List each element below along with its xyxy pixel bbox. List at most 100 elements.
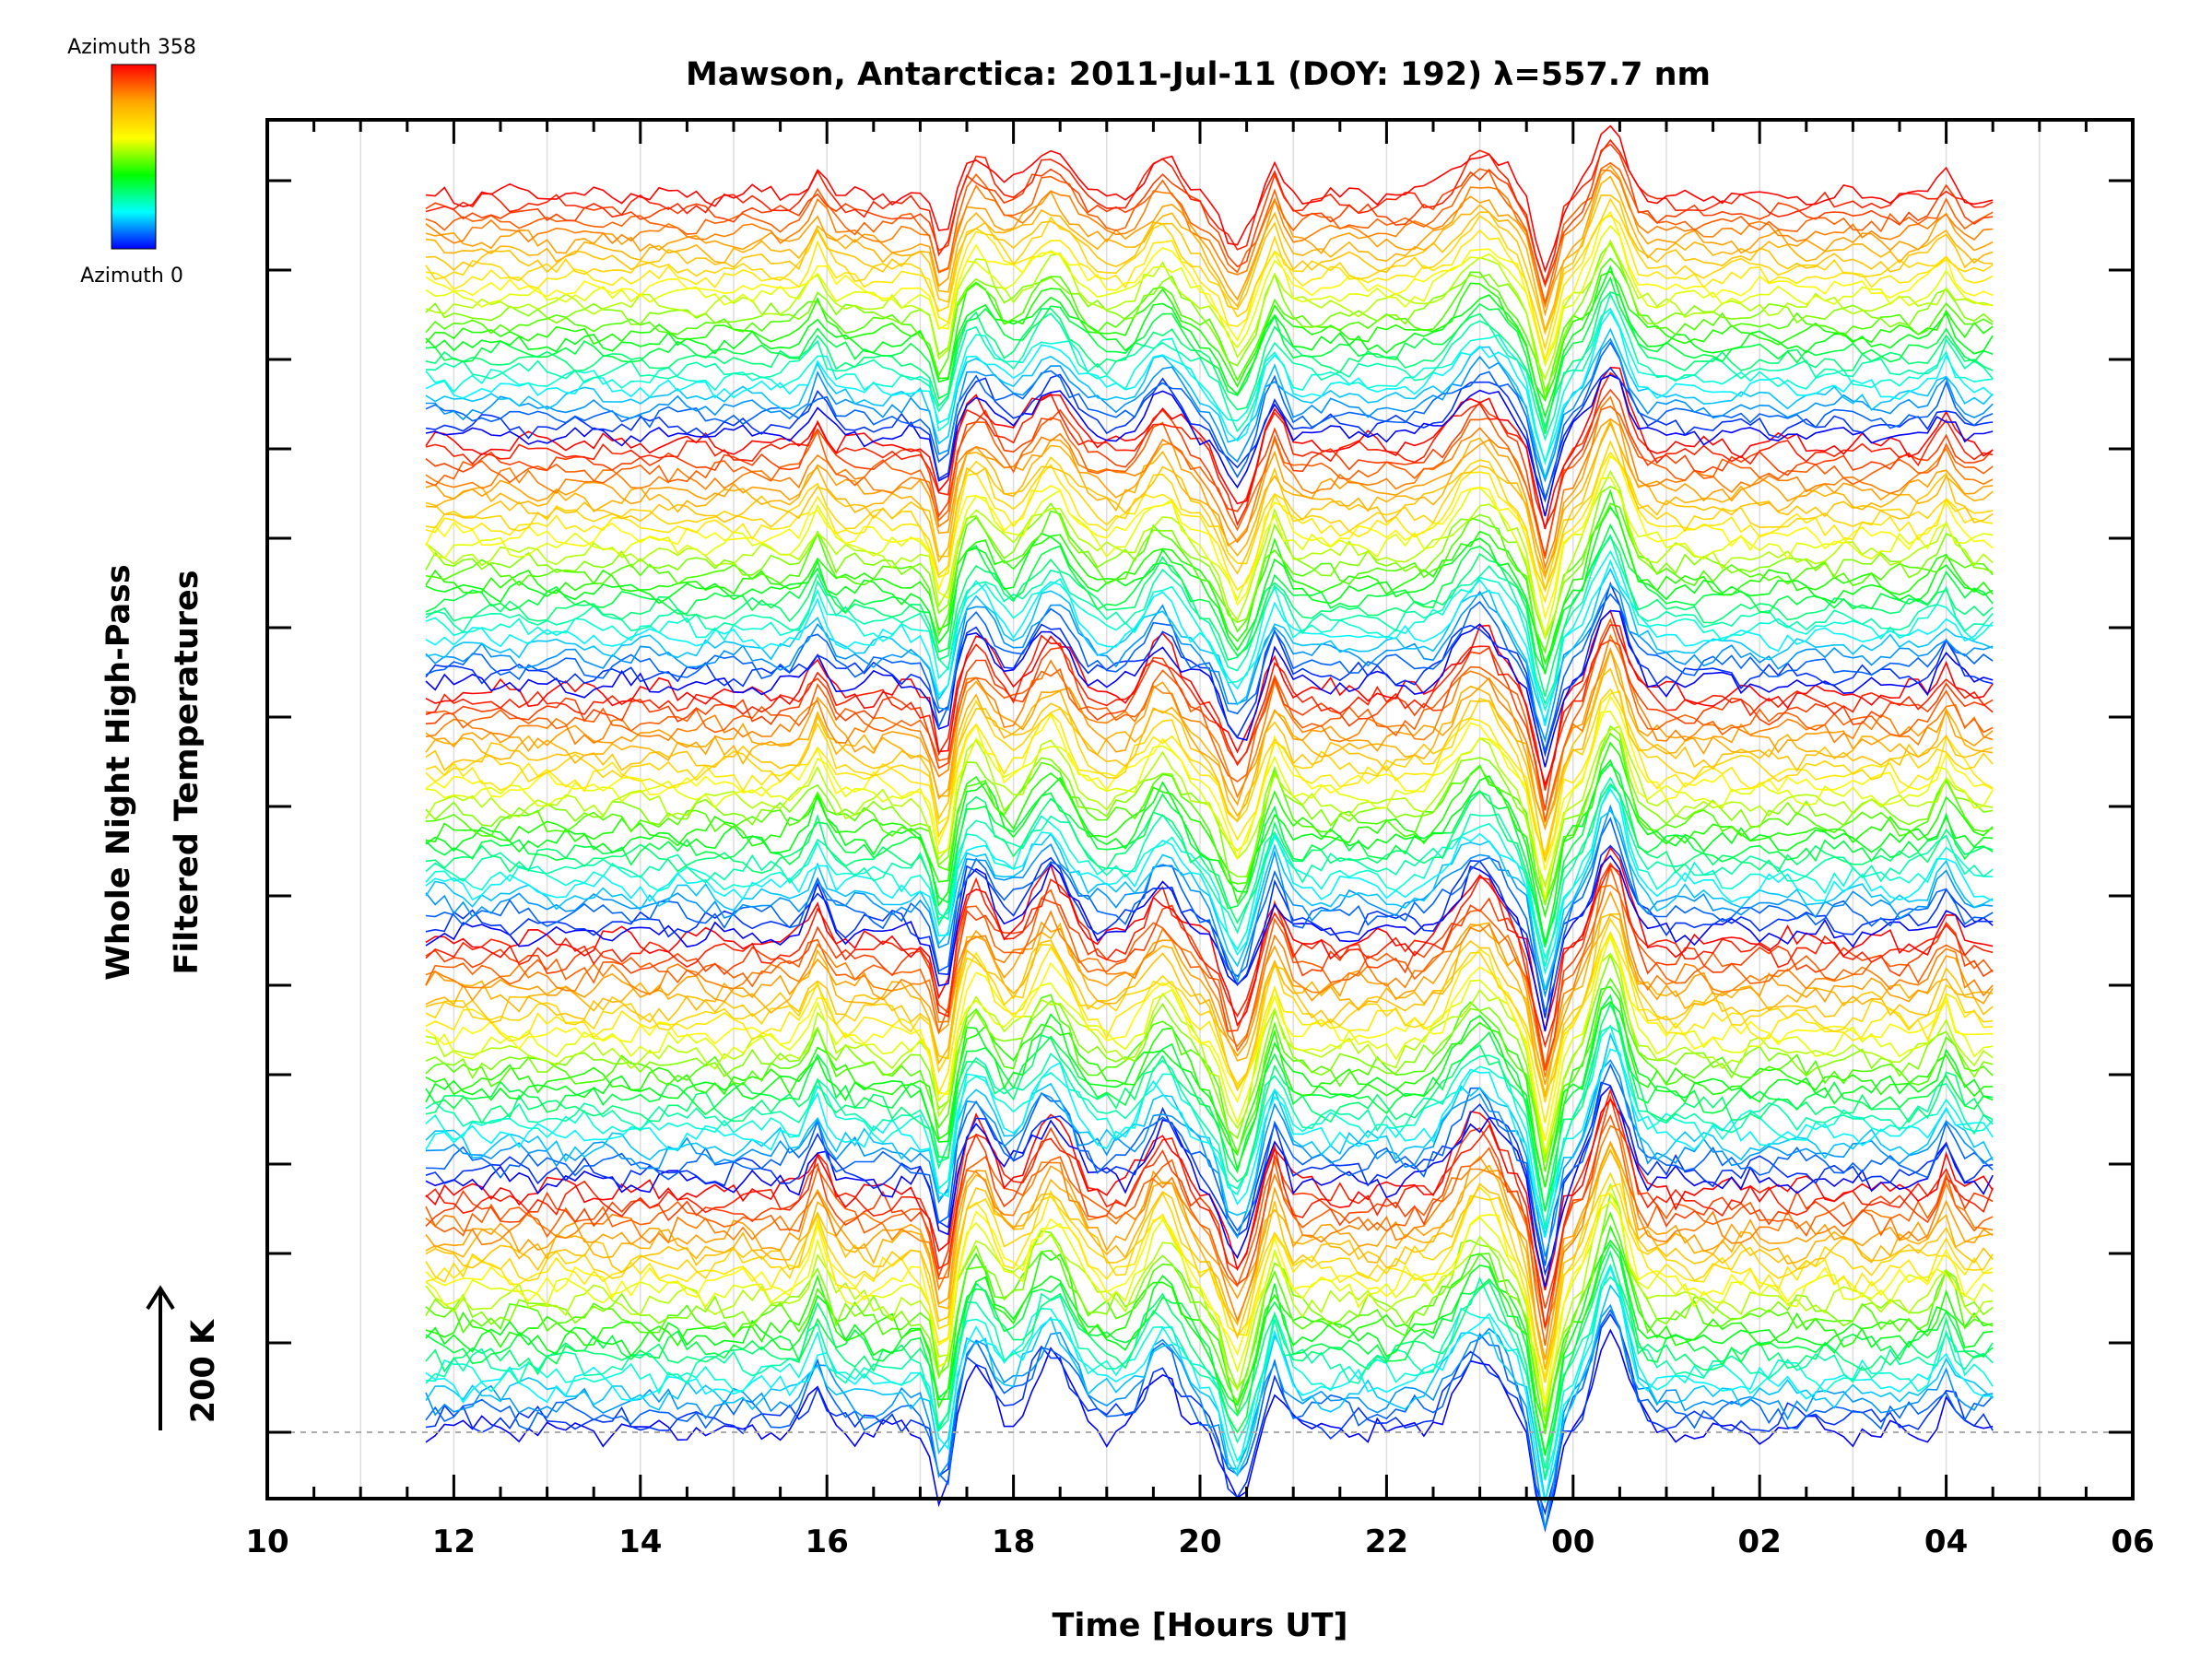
colorbar-gradient xyxy=(111,64,157,250)
trace-line xyxy=(425,502,1994,654)
y-axis-label-line2: Filtered Temperatures xyxy=(169,570,206,974)
trace-line xyxy=(425,1059,1994,1257)
trace-line xyxy=(425,1312,1994,1516)
trace-line xyxy=(425,994,1994,1212)
trace-line xyxy=(425,930,1994,1124)
trace-line xyxy=(425,977,1994,1172)
trace-line xyxy=(425,1148,1994,1371)
trace-line xyxy=(425,1081,1994,1277)
trace-line xyxy=(425,639,1994,811)
chart-title: Mawson, Antarctica: 2011-Jul-11 (DOY: 19… xyxy=(686,56,1711,93)
trace-line xyxy=(425,371,1994,529)
trace-line xyxy=(425,624,1994,791)
trace-line xyxy=(425,787,1994,976)
trace-line xyxy=(425,1303,1994,1529)
trace-line xyxy=(425,143,1994,288)
trace-line xyxy=(425,1192,1994,1422)
trace-line xyxy=(425,732,1994,906)
trace-line xyxy=(425,194,1994,335)
trace-line xyxy=(425,1263,1994,1481)
trace-line xyxy=(425,214,1994,364)
trace-line xyxy=(425,477,1994,640)
trace-line xyxy=(425,935,1994,1141)
trace-line xyxy=(425,1000,1994,1188)
x-tick-label: 12 xyxy=(432,1524,476,1560)
trace-line xyxy=(425,1276,1994,1469)
trace-line xyxy=(425,1211,1994,1435)
trace-line xyxy=(425,1141,1994,1370)
trace-line xyxy=(425,327,1994,480)
trace-line xyxy=(425,1224,1994,1430)
trace-line xyxy=(425,1088,1994,1328)
trace-line xyxy=(425,913,1994,1098)
trace-line xyxy=(425,1193,1994,1405)
trace-line xyxy=(425,1085,1994,1288)
colorbar: Azimuth 358 Azimuth 0 xyxy=(67,36,196,288)
trace-line xyxy=(425,451,1994,605)
trace-line xyxy=(425,440,1994,593)
trace-line xyxy=(425,197,1994,351)
x-tick-label: 10 xyxy=(245,1524,288,1560)
trace-line xyxy=(425,210,1994,361)
trace-line xyxy=(425,862,1994,1071)
trace-line xyxy=(425,583,1994,744)
trace-line xyxy=(425,1171,1994,1383)
trace-line xyxy=(425,711,1994,900)
trace-line xyxy=(425,485,1994,641)
trace-line xyxy=(425,388,1994,557)
trace-line xyxy=(425,175,1994,334)
trace-line xyxy=(425,647,1994,830)
trace-line xyxy=(425,809,1994,991)
trace-line xyxy=(425,310,1994,465)
trace-line xyxy=(425,854,1994,1032)
trace-line xyxy=(425,1002,1994,1211)
x-tick-label: 04 xyxy=(1924,1524,1968,1560)
y-axis-label-line1: Whole Night High-Pass xyxy=(100,564,137,980)
x-tick-label: 22 xyxy=(1365,1524,1408,1560)
x-tick-label: 00 xyxy=(1551,1524,1594,1560)
trace-line xyxy=(425,804,1994,998)
trace-line xyxy=(425,667,1994,863)
trace-line xyxy=(425,688,1994,857)
trace-line xyxy=(425,1031,1994,1238)
trace-line xyxy=(425,864,1994,1049)
trace-line xyxy=(425,405,1994,559)
trace-line xyxy=(425,169,1994,309)
trace-line xyxy=(425,1024,1994,1227)
trace-line xyxy=(425,505,1994,675)
trace-line xyxy=(425,1140,1994,1360)
trace-line xyxy=(425,1239,1994,1456)
x-tick-labels: 10 12 14 16 18 20 22 00 02 04 06 xyxy=(245,1524,2154,1560)
vertical-gridlines xyxy=(359,120,2041,1499)
trace-line xyxy=(425,618,1994,821)
trace-line xyxy=(425,1025,1994,1230)
trace-line xyxy=(425,535,1994,698)
trace-line xyxy=(425,646,1994,831)
trace-line xyxy=(425,341,1994,500)
trace-line xyxy=(425,124,1994,274)
x-tick-label: 18 xyxy=(992,1524,1035,1560)
x-tick-label: 20 xyxy=(1178,1524,1221,1560)
trace-line xyxy=(425,609,1994,787)
trace-line xyxy=(425,239,1994,382)
x-tick-label: 02 xyxy=(1738,1524,1782,1560)
trace-line xyxy=(425,917,1994,1103)
trace-line xyxy=(425,690,1994,864)
colorbar-top-label: Azimuth 358 xyxy=(67,36,196,59)
trace-line xyxy=(425,1063,1994,1266)
trace-line xyxy=(425,952,1994,1160)
trace-line xyxy=(425,1308,1994,1530)
trace-line xyxy=(425,952,1994,1163)
x-tick-label: 16 xyxy=(806,1524,849,1560)
trace-line xyxy=(425,609,1994,768)
trace-line xyxy=(425,241,1994,394)
trace-line xyxy=(425,932,1994,1155)
trace-line xyxy=(425,1124,1994,1332)
trace-line xyxy=(425,1200,1994,1406)
trace-line xyxy=(425,759,1994,946)
trace-line xyxy=(425,985,1994,1188)
x-tick-label: 06 xyxy=(2111,1524,2154,1560)
trace-line xyxy=(425,418,1994,576)
trace-line xyxy=(425,776,1994,967)
